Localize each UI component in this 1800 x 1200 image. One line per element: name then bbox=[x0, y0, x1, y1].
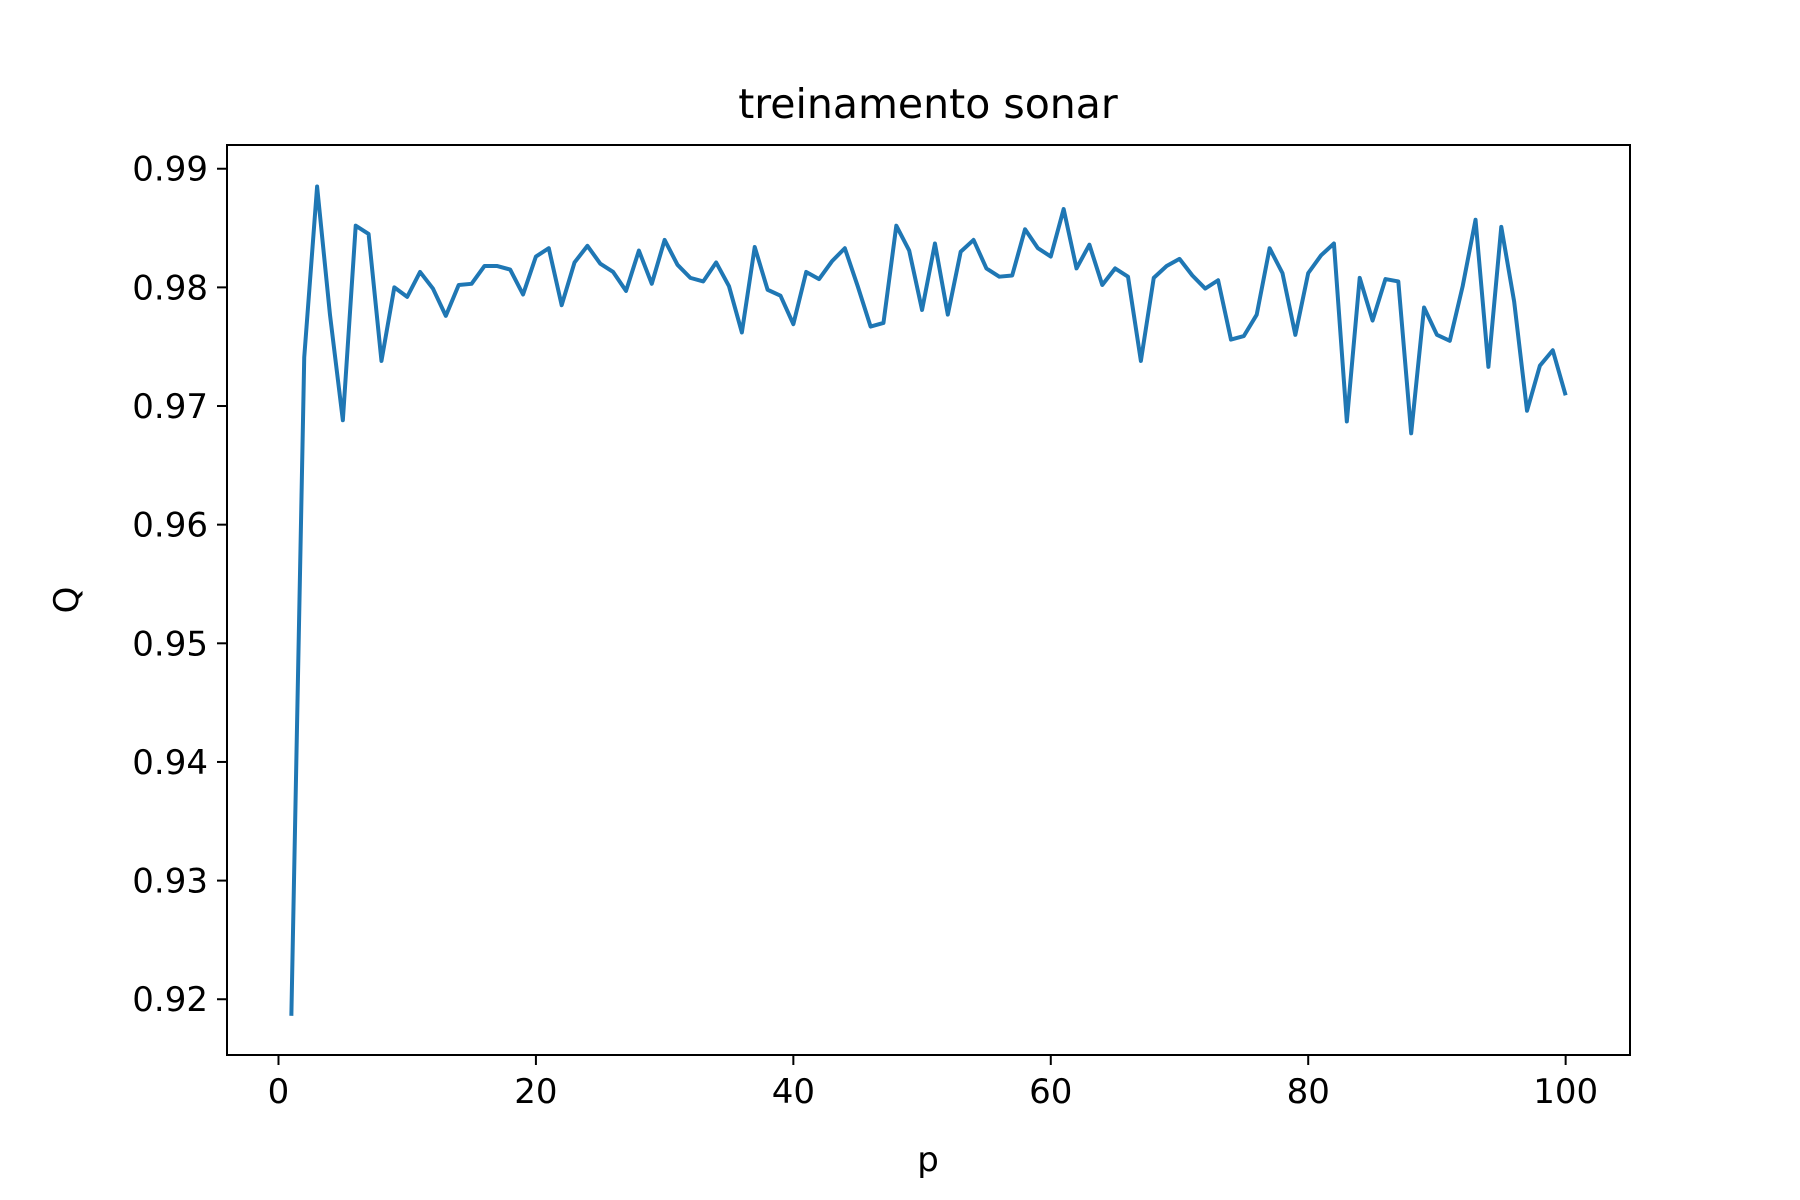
y-tick-label: 0.92 bbox=[132, 980, 208, 1020]
y-tick-label: 0.94 bbox=[132, 743, 208, 783]
y-tick-label: 0.93 bbox=[132, 862, 208, 902]
y-axis-ticks: 0.92 0.93 0.94 0.95 0.96 0.97 0.98 0.99 bbox=[132, 150, 227, 1020]
y-tick-label: 0.98 bbox=[132, 268, 208, 308]
series-layer bbox=[289, 184, 1568, 1016]
plot-frame bbox=[226, 144, 1631, 1056]
x-tick-label: 20 bbox=[514, 1072, 557, 1112]
chart-title: treinamento sonar bbox=[738, 80, 1118, 128]
y-axis-label: Q bbox=[47, 587, 87, 614]
y-tick-label: 0.99 bbox=[132, 150, 208, 190]
x-tick-label: 100 bbox=[1533, 1072, 1598, 1112]
x-tick-label: 0 bbox=[268, 1072, 290, 1112]
x-axis-ticks: 0 20 40 60 80 100 bbox=[268, 1055, 1598, 1112]
y-tick-label: 0.97 bbox=[132, 387, 208, 427]
x-tick-label: 40 bbox=[772, 1072, 815, 1112]
series-line bbox=[289, 184, 1568, 1016]
x-axis-label: p bbox=[917, 1140, 939, 1180]
y-tick-label: 0.95 bbox=[132, 624, 208, 664]
x-tick-label: 80 bbox=[1287, 1072, 1330, 1112]
x-tick-label: 60 bbox=[1029, 1072, 1072, 1112]
y-tick-label: 0.96 bbox=[132, 506, 208, 546]
